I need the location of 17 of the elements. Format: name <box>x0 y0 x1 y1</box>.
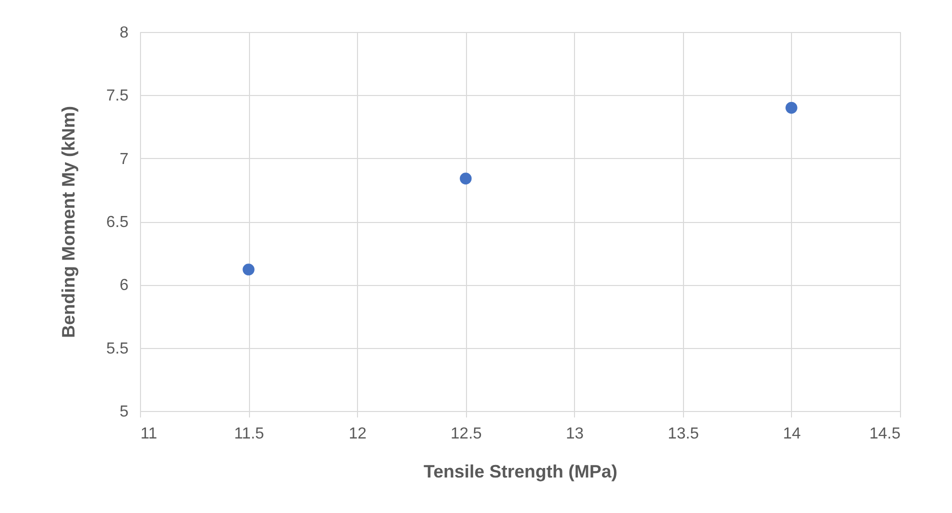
x-tick-label: 12.5 <box>450 426 482 442</box>
x-tick-label: 12 <box>348 426 367 442</box>
y-tick-label: 6 <box>120 277 129 294</box>
y-tick-label: 8 <box>120 24 129 42</box>
y-tick-label: 7 <box>120 150 129 168</box>
y-tick-label: 6.5 <box>106 214 129 231</box>
x-tick-label: 13 <box>566 426 584 442</box>
y-tick-label: 5 <box>120 404 129 420</box>
x-tick-label: 14 <box>783 426 801 442</box>
y-tick-label: 5.5 <box>106 340 129 358</box>
y-axis-title: Bending Moment My (kNm) <box>58 106 78 338</box>
x-tick-label: 11 <box>140 426 158 442</box>
x-tick-label: 11.5 <box>234 426 264 442</box>
x-tick-label: 13.5 <box>668 426 700 442</box>
x-axis-title: Tensile Strength (MPa) <box>424 462 618 482</box>
y-tick-label: 7.5 <box>106 88 129 105</box>
x-tick-label: 14.5 <box>869 426 901 442</box>
